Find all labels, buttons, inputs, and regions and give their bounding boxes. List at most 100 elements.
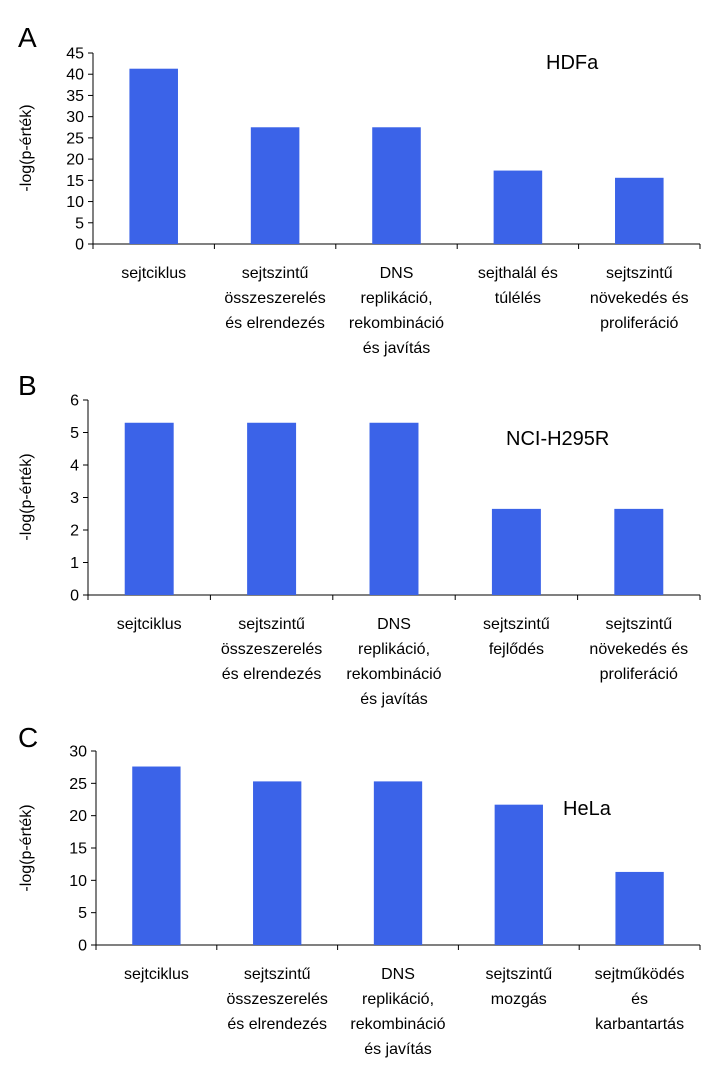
y-tick-label: 35	[66, 88, 84, 105]
x-category-label-line: sejtciklus	[117, 616, 182, 633]
cell-line-label: NCI-H295R	[506, 428, 609, 450]
x-category-label-line: és	[631, 991, 648, 1008]
chart-c-svg: C HeLa -log(p-érték) 0 5 10 15 20 25 30 sejtciklus…	[18, 722, 701, 1058]
bar	[615, 871, 664, 945]
x-category-label-line: karbantartás	[595, 1016, 684, 1033]
x-category-label-line: sejtszintű	[244, 966, 311, 983]
x-category-label-line: rekombináció	[349, 315, 444, 332]
x-category-label-line: rekombináció	[346, 666, 441, 683]
chart-panel-a: A HDFa -log(p-érték) 0 5 10 15 20 25 30 35 40 45 sejt…	[0, 0, 717, 365]
x-category-label-line: sejtszintű	[238, 616, 305, 633]
chart-panel-b: B NCI-H295R -log(p-érték) 0 1 2 3 4 5 6 sejtciklus…	[0, 365, 717, 720]
bar	[493, 170, 543, 244]
x-category-label: sejtműködés és karbantartás	[595, 966, 685, 1033]
x-category-label-line: és elrendezés	[222, 666, 322, 683]
x-category-label: sejthalál és túlélés	[478, 265, 558, 307]
x-category-label-line: DNS	[381, 966, 415, 983]
x-category-label-line: sejtműködés	[595, 966, 685, 983]
y-tick-label: 25	[69, 776, 87, 793]
chart-b-svg: B NCI-H295R -log(p-érték) 0 1 2 3 4 5 6 sejtciklus…	[18, 370, 701, 708]
y-tick-label: 6	[70, 393, 79, 410]
y-tick-label: 0	[75, 237, 84, 254]
x-category-label: sejtszintű növekedés és proliferáció	[590, 265, 689, 332]
x-category-label-line: sejtszintű	[485, 966, 552, 983]
y-tick-label: 25	[66, 130, 84, 147]
y-tick-label: 5	[78, 905, 87, 922]
y-tick-label: 40	[66, 67, 84, 84]
x-category-label: sejtciklus	[124, 966, 189, 983]
x-category-label-line: és elrendezés	[225, 315, 325, 332]
x-category-label-line: sejthalál és	[478, 265, 558, 282]
x-category-label-line: növekedés és	[590, 290, 689, 307]
y-tick-label: 3	[70, 490, 79, 507]
y-axis-label: -log(p-érték)	[18, 804, 35, 891]
x-category-label: sejtszintű összeszerelés és elrendezés	[224, 265, 325, 332]
x-category-label-line: replikáció,	[362, 991, 434, 1008]
bar	[369, 422, 419, 595]
bar	[372, 127, 421, 244]
chart-panel-c: C HeLa -log(p-érték) 0 5 10 15 20 25 30 sejtciklus…	[0, 720, 717, 1077]
x-category-label-line: replikáció,	[360, 290, 432, 307]
x-category-label-line: és javítás	[363, 340, 431, 357]
y-tick-label: 10	[66, 194, 84, 211]
y-tick-label: 5	[70, 425, 79, 442]
x-category-label-line: fejlődés	[489, 641, 544, 658]
x-category-label-line: sejtszintű	[483, 616, 550, 633]
x-category-label-line: összeszerelés	[224, 290, 325, 307]
x-category-label: DNS replikáció, rekombináció és javítás	[350, 966, 445, 1058]
x-category-label-line: proliferáció	[600, 666, 678, 683]
y-tick-label: 10	[69, 873, 87, 890]
x-category-label-line: rekombináció	[350, 1016, 445, 1033]
x-category-label: DNS replikáció, rekombináció és javítás	[346, 616, 441, 708]
x-category-label: sejtszintű összeszerelés és elrendezés	[221, 616, 322, 683]
y-tick-label: 2	[70, 523, 79, 540]
x-category-label-line: DNS	[380, 265, 414, 282]
panel-letter: A	[18, 22, 37, 53]
bar	[132, 766, 181, 945]
y-tick-label: 45	[66, 46, 84, 63]
x-category-label-line: összeszerelés	[227, 991, 328, 1008]
x-category-label: sejtszintű fejlődés	[483, 616, 550, 658]
x-category-label: sejtszintű mozgás	[485, 966, 552, 1008]
bar	[373, 781, 423, 945]
y-axis-label: -log(p-érték)	[18, 453, 35, 540]
bar	[247, 422, 297, 595]
cell-line-label: HeLa	[563, 798, 612, 820]
x-category-label-line: és elrendezés	[227, 1016, 327, 1033]
bar	[614, 508, 664, 595]
x-category-label-line: mozgás	[491, 991, 547, 1008]
x-category-label-line: sejtszintű	[606, 265, 673, 282]
x-category-label-line: sejtszintű	[605, 616, 672, 633]
x-category-label-line: növekedés és	[589, 641, 688, 658]
x-category-label-line: sejtszintű	[242, 265, 309, 282]
panel-letter: B	[18, 370, 37, 401]
x-category-label: sejtciklus	[121, 265, 186, 282]
x-category-label-line: és javítás	[364, 1041, 432, 1058]
y-tick-label: 5	[75, 215, 84, 232]
x-category-label-line: proliferáció	[600, 315, 678, 332]
bar	[124, 422, 174, 595]
y-tick-label: 4	[70, 458, 79, 475]
bar	[615, 177, 664, 244]
x-category-label: sejtszintű összeszerelés és elrendezés	[227, 966, 328, 1033]
y-tick-label: 20	[69, 808, 87, 825]
x-category-label-line: és javítás	[360, 691, 428, 708]
y-tick-label: 0	[70, 588, 79, 605]
x-category-label: sejtciklus	[117, 616, 182, 633]
x-category-label-line: sejtciklus	[121, 265, 186, 282]
y-tick-label: 30	[66, 109, 84, 126]
x-category-label-line: sejtciklus	[124, 966, 189, 983]
bar	[491, 508, 541, 595]
y-tick-label: 15	[69, 841, 87, 858]
bar	[129, 68, 178, 245]
panel-letter: C	[18, 722, 38, 753]
y-tick-label: 20	[66, 152, 84, 169]
chart-a-svg: A HDFa -log(p-érték) 0 5 10 15 20 25 30 35 40 45 sejt…	[18, 22, 701, 357]
x-category-label: DNS replikáció, rekombináció és javítás	[349, 265, 444, 357]
y-tick-label: 1	[70, 555, 79, 572]
cell-line-label: HDFa	[546, 52, 599, 74]
x-category-label-line: összeszerelés	[221, 641, 322, 658]
y-tick-label: 15	[66, 173, 84, 190]
y-tick-label: 0	[78, 938, 87, 955]
x-category-label-line: túlélés	[495, 290, 541, 307]
